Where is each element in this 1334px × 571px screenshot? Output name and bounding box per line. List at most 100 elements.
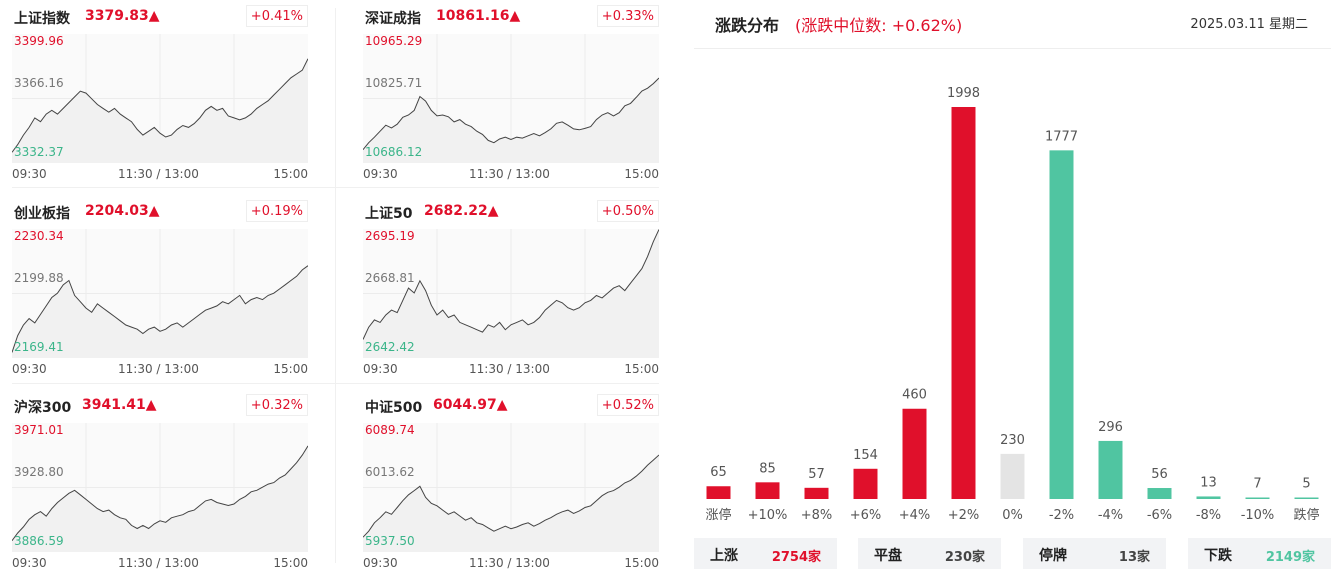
index-change-badge: +0.19% xyxy=(245,200,308,222)
price-line xyxy=(12,58,308,153)
x-close-label: 15:00 xyxy=(624,167,659,181)
summary-value: 230家 xyxy=(944,550,985,565)
x-open-label: 09:30 xyxy=(12,556,47,570)
summary-down: 下跌 2149家 xyxy=(1188,538,1331,569)
index-price: 10861.16▲ xyxy=(436,8,521,24)
index-price: 2682.22▲ xyxy=(424,203,499,219)
bar-category-label: -10% xyxy=(1241,508,1275,523)
bar-3[interactable] xyxy=(853,468,878,499)
bar-category-label: 涨停 xyxy=(705,507,731,523)
bar-5[interactable] xyxy=(951,107,976,499)
y-low-label: 3886.59 xyxy=(14,534,64,548)
index-price: 2204.03▲ xyxy=(85,203,160,219)
bar-value-label: 1777 xyxy=(1045,129,1078,144)
y-mid-label: 2199.88 xyxy=(14,271,64,285)
summary-value: 2149家 xyxy=(1265,550,1315,565)
bar-category-label: 跌停 xyxy=(1293,507,1319,523)
intraday-svg xyxy=(363,34,659,163)
index-card-sse50[interactable]: 上证50 2682.22▲ +0.50% 2695.19 2668.81 264… xyxy=(363,199,659,381)
bar-9[interactable] xyxy=(1147,488,1172,499)
y-mid-label: 2668.81 xyxy=(365,271,415,285)
intraday-svg xyxy=(12,229,308,358)
header-divider xyxy=(694,48,1331,49)
bar-value-label: 296 xyxy=(1098,420,1123,435)
bar-10[interactable] xyxy=(1196,496,1221,499)
bar-value-label: 5 xyxy=(1302,477,1310,492)
distribution-title: 涨跌分布 xyxy=(715,16,780,35)
bar-category-label: +2% xyxy=(948,508,980,523)
y-high-label: 3971.01 xyxy=(14,423,64,437)
bar-category-label: -6% xyxy=(1147,508,1172,523)
y-mid-label: 3366.16 xyxy=(14,76,64,90)
index-card-chinext[interactable]: 创业板指 2204.03▲ +0.19% 2230.34 2199.88 216… xyxy=(12,199,308,381)
index-price: 3941.41▲ xyxy=(82,397,157,413)
bar-category-label: 0% xyxy=(1002,508,1023,523)
y-low-label: 10686.12 xyxy=(365,145,423,159)
index-card-csi300[interactable]: 沪深300 3941.41▲ +0.32% 3971.01 3928.80 38… xyxy=(12,393,308,571)
bar-category-label: +8% xyxy=(801,508,833,523)
bar-value-label: 230 xyxy=(1000,433,1025,448)
index-card-shanghai[interactable]: 上证指数 3379.83▲ +0.41% 3399.96 3366.16 333… xyxy=(12,4,308,186)
x-close-label: 15:00 xyxy=(624,556,659,570)
bar-value-label: 154 xyxy=(853,448,878,463)
bar-7[interactable] xyxy=(1049,150,1074,499)
price-area xyxy=(12,265,308,358)
y-high-label: 6089.74 xyxy=(365,423,415,437)
y-low-label: 5937.50 xyxy=(365,534,415,548)
index-intraday-chart xyxy=(12,34,308,163)
intraday-svg xyxy=(12,423,308,552)
summary-value: 13家 xyxy=(1118,550,1150,565)
bar-category-label: +4% xyxy=(899,508,931,523)
bar-value-label: 85 xyxy=(759,461,776,476)
bar-category-label: +6% xyxy=(850,508,882,523)
price-area xyxy=(363,229,659,358)
bar-1[interactable] xyxy=(755,482,780,499)
price-area xyxy=(12,58,308,163)
index-card-header: 中证500 6044.97▲ +0.52% xyxy=(363,393,659,417)
price-line xyxy=(363,229,659,340)
index-card-csi500[interactable]: 中证500 6044.97▲ +0.52% 6089.74 6013.62 59… xyxy=(363,393,659,571)
index-name: 创业板指 xyxy=(14,206,70,222)
bar-2[interactable] xyxy=(804,487,829,499)
index-change-badge: +0.52% xyxy=(596,394,659,416)
bar-0[interactable] xyxy=(706,486,731,499)
x-open-label: 09:30 xyxy=(12,167,47,181)
summary-flat: 平盘 230家 xyxy=(858,538,1001,569)
intraday-svg xyxy=(363,423,659,552)
y-high-label: 2230.34 xyxy=(14,229,64,243)
row-divider xyxy=(12,187,659,188)
index-intraday-chart xyxy=(363,423,659,552)
bar-12[interactable] xyxy=(1294,497,1319,500)
x-open-label: 09:30 xyxy=(12,362,47,376)
distribution-bar-chart: 65涨停85+10%57+8%154+6%460+4%1998+2%2300%1… xyxy=(705,86,1319,523)
x-midday-label: 11:30 / 13:00 xyxy=(469,556,550,570)
bar-4[interactable] xyxy=(902,408,927,499)
bar-category-label: -4% xyxy=(1098,508,1123,523)
bar-11[interactable] xyxy=(1245,497,1270,500)
y-low-label: 2169.41 xyxy=(14,340,64,354)
bar-8[interactable] xyxy=(1098,440,1123,499)
bar-6[interactable] xyxy=(1000,453,1025,499)
index-change-badge: +0.32% xyxy=(245,394,308,416)
index-name: 上证50 xyxy=(365,206,413,222)
index-card-header: 沪深300 3941.41▲ +0.32% xyxy=(12,393,308,417)
y-mid-label: 3928.80 xyxy=(14,465,64,479)
bar-value-label: 1998 xyxy=(947,86,980,101)
summary-up: 上涨 2754家 xyxy=(694,538,837,569)
index-intraday-chart xyxy=(363,34,659,163)
intraday-svg xyxy=(363,229,659,358)
summary-label: 停牌 xyxy=(1039,548,1067,564)
index-card-shenzhen[interactable]: 深证成指 10861.16▲ +0.33% 10965.29 10825.71 … xyxy=(363,4,659,186)
index-card-header: 创业板指 2204.03▲ +0.19% xyxy=(12,199,308,223)
bar-value-label: 56 xyxy=(1151,467,1168,482)
x-midday-label: 11:30 / 13:00 xyxy=(118,362,199,376)
index-price: 6044.97▲ xyxy=(433,397,508,413)
index-name: 上证指数 xyxy=(14,11,70,27)
bar-value-label: 7 xyxy=(1253,477,1261,492)
x-midday-label: 11:30 / 13:00 xyxy=(469,362,550,376)
bar-value-label: 57 xyxy=(808,467,825,482)
price-line xyxy=(363,454,659,538)
distribution-median: (涨跌中位数: +0.62%) xyxy=(795,16,963,35)
summary-label: 下跌 xyxy=(1204,548,1232,564)
index-card-header: 深证成指 10861.16▲ +0.33% xyxy=(363,4,659,28)
